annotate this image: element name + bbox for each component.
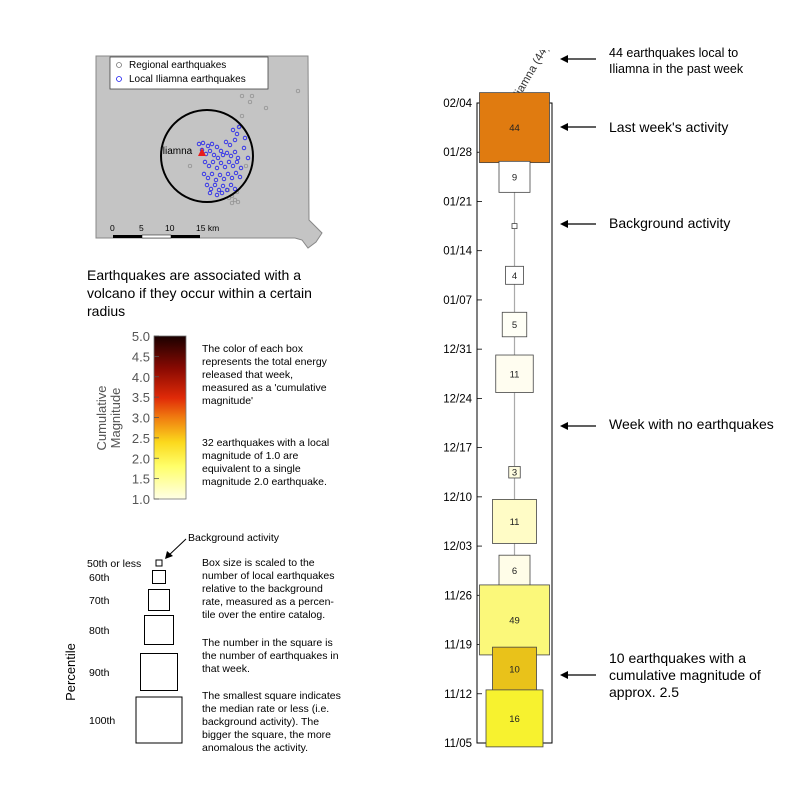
percentile-axis-label: Percentile (63, 643, 78, 701)
scale-tick-5: 5 (139, 223, 144, 233)
size-legend: Percentile 50th or less 60th 70th 80th 90th 1… (63, 558, 183, 744)
week-count-label: 16 (509, 714, 520, 725)
background-pointer-arrow (165, 538, 187, 559)
size-legend-square (135, 696, 183, 744)
size-legend-label: 90th (89, 667, 110, 679)
y-tick-label: 02/04 (443, 98, 472, 110)
size-note-1: Box size is scaled to the number of loca… (202, 557, 335, 621)
size-legend-square (148, 589, 170, 611)
week-box (511, 223, 518, 229)
background-activity-label: Background activity (188, 532, 280, 544)
annotation-past-week: 44 earthquakes local to Iliamna in the p… (609, 46, 744, 76)
legend-regional: Regional earthquakes (129, 60, 226, 71)
y-tick-label: 11/26 (444, 590, 472, 602)
y-tick-label: 12/24 (443, 393, 472, 405)
y-tick-label: 01/07 (443, 295, 472, 307)
colorbar-tick-label: 4.5 (132, 349, 150, 364)
weekly-activity-chart: Iliamna (44)02/0401/2801/2101/1401/0712/… (443, 50, 553, 750)
colorbar-note-2: 32 earthquakes with a local magnitude of… (202, 437, 330, 488)
week-count-label: 44 (509, 123, 520, 134)
map-caption: Earthquakes are associated with a volcan… (87, 267, 312, 319)
size-legend-label: 60th (89, 572, 110, 584)
annotation-ten-earthquakes: 10 earthquakes with a cumulative magnitu… (609, 650, 761, 700)
regional-marker-icon (116, 62, 122, 68)
week-count-label: 4 (512, 271, 517, 282)
colorbar-tick-label: 2.0 (132, 451, 150, 466)
y-tick-label: 11/05 (444, 738, 472, 750)
week-count-label: 11 (510, 517, 520, 528)
week-box (479, 584, 550, 656)
y-tick-label: 12/10 (443, 492, 472, 504)
week-count-label: 3 (512, 468, 517, 479)
arrow-icon (560, 123, 596, 131)
week-box (501, 311, 528, 338)
week-box (485, 689, 544, 748)
colorbar-tick-label: 5.0 (132, 329, 150, 344)
week-box (498, 160, 531, 193)
map-legend-box (109, 56, 269, 90)
colorbar-tick-label: 3.0 (132, 411, 150, 426)
colorbar-label-line1: Cumulative (94, 385, 109, 450)
size-legend-label: 50th or less (87, 558, 141, 570)
week-count-label: 9 (512, 172, 517, 183)
size-legend-square (155, 559, 163, 567)
week-count-label: 11 (510, 369, 520, 380)
colorbar-note-1: The color of each box represents the tot… (202, 343, 327, 407)
y-tick-label: 12/17 (443, 443, 472, 455)
colorbar-tick-label: 1.5 (132, 472, 150, 487)
annotation-background: Background activity (609, 215, 731, 231)
arrow-icon (560, 671, 596, 679)
annotation-last-week: Last week's activity (609, 119, 729, 135)
legend-local: Local Iliamna earthquakes (129, 74, 246, 85)
week-box (492, 499, 537, 544)
y-tick-label: 01/14 (443, 246, 472, 258)
volcano-label: Iliamna (160, 146, 193, 157)
arrow-icon (560, 422, 596, 430)
y-tick-label: 11/19 (444, 640, 472, 652)
local-marker-icon (116, 76, 122, 82)
size-legend-square (140, 653, 178, 691)
association-radius-circle (160, 109, 254, 203)
colorbar: 5.0 4.5 4.0 3.5 3.0 2.5 2.0 1.5 1.0 Cumulative M… (94, 329, 187, 507)
colorbar-label-line2: Magnitude (108, 388, 123, 449)
size-note-2: The number in the square is the number o… (202, 637, 339, 675)
y-tick-label: 01/28 (443, 147, 472, 159)
colorbar-tick-label: 1.0 (132, 492, 150, 507)
volcano-icon (198, 148, 206, 156)
y-tick-label: 11/12 (444, 689, 472, 701)
week-count-label: 6 (512, 566, 517, 577)
week-box (505, 265, 524, 285)
size-legend-label: 80th (89, 625, 110, 637)
y-tick-label: 01/21 (443, 196, 472, 208)
arrow-icon (560, 220, 596, 228)
size-legend-square (144, 615, 174, 645)
week-box (492, 646, 537, 692)
scale-tick-0: 0 (110, 223, 115, 233)
local-earthquakes (196, 124, 251, 198)
size-legend-square (152, 570, 166, 584)
week-count-label: 5 (512, 320, 517, 331)
y-tick-label: 12/03 (443, 541, 472, 553)
scale-tick-10: 10 (165, 223, 175, 233)
annotation-no-earthquakes: Week with no earthquakes (609, 416, 774, 432)
week-count-label: 49 (509, 615, 520, 626)
map-panel: Regional earthquakes Local Iliamna earth… (95, 55, 323, 249)
colorbar-tick-label: 4.0 (132, 370, 150, 385)
colorbar-gradient (153, 335, 187, 500)
colorbar-tick-label: 3.5 (132, 390, 150, 405)
y-tick-label: 12/31 (443, 344, 472, 356)
week-box (498, 554, 531, 587)
week-box (508, 466, 521, 479)
colorbar-tick-label: 2.5 (132, 431, 150, 446)
week-count-label: 10 (509, 665, 520, 676)
week-box (495, 354, 534, 393)
arrow-icon (560, 55, 596, 63)
scale-bar (113, 234, 200, 239)
size-legend-label: 100th (89, 715, 115, 727)
week-box (479, 92, 550, 164)
size-legend-label: 70th (89, 595, 110, 607)
scale-tick-15: 15 km (196, 223, 219, 233)
size-note-3: The smallest square indicates the median… (202, 690, 341, 754)
